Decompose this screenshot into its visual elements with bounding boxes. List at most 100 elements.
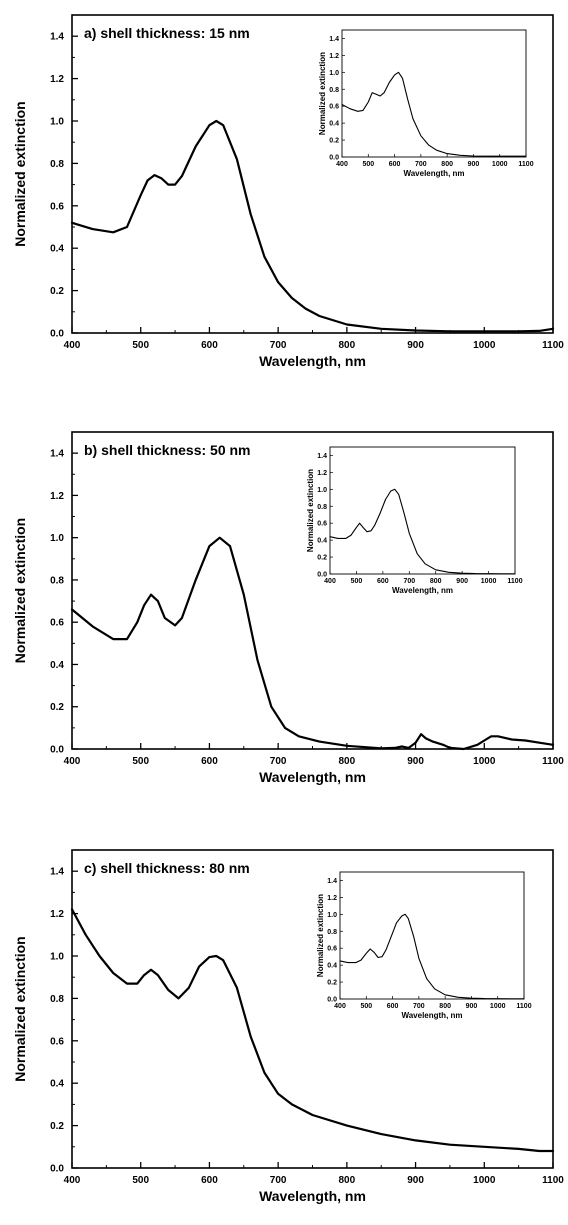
inset-y-tick-label: 0.8 [327, 929, 337, 936]
inset-y-tick-label: 0.4 [329, 121, 339, 128]
inset-y-tick-label: 0.2 [317, 555, 327, 562]
y-tick-label: 0.2 [50, 702, 64, 713]
x-tick-label: 1100 [542, 1175, 564, 1186]
inset-x-tick-label: 400 [334, 1003, 346, 1010]
x-tick-label: 1000 [473, 1175, 496, 1186]
inset-y-tick-label: 0.4 [327, 963, 337, 970]
inset-x-tick-label: 800 [430, 578, 442, 585]
y-tick-label: 1.4 [50, 867, 64, 878]
x-tick-label: 400 [64, 340, 81, 351]
inset-y-tick-label: 0.6 [329, 104, 339, 111]
inset-y-tick-label: 0.8 [329, 87, 339, 94]
inset-y-tick-label: 0.6 [327, 946, 337, 953]
x-tick-label: 900 [407, 340, 424, 351]
inset-y-tick-label: 1.2 [317, 470, 327, 477]
x-tick-label: 800 [339, 340, 356, 351]
inset-x-axis-label: Wavelength, nm [403, 169, 464, 178]
x-tick-label: 1000 [473, 756, 496, 767]
y-tick-label: 0.6 [50, 618, 64, 629]
x-tick-label: 600 [201, 756, 218, 767]
inset-x-tick-label: 800 [441, 161, 453, 168]
inset-chart: 400 500 600 700 800 900 1000 1100 0.0 0.2 0.4 0.6 0.… [306, 446, 523, 595]
inset-x-tick-label: 500 [362, 161, 374, 168]
y-tick-label: 0.2 [50, 1121, 64, 1132]
inset-y-tick-label: 1.0 [329, 70, 339, 77]
inset-x-axis-label: Wavelength, nm [392, 586, 453, 595]
y-tick-label: 1.2 [50, 74, 64, 85]
x-tick-label: 900 [407, 1175, 424, 1186]
y-tick-label: 0.0 [50, 745, 64, 756]
x-tick-label: 400 [64, 756, 81, 767]
inset-spectrum-line [329, 488, 516, 575]
inset-spectrum-line [341, 71, 527, 157]
y-tick-label: 1.4 [50, 32, 64, 43]
y-tick-label: 0.4 [50, 244, 64, 255]
inset-x-axis-label: Wavelength, nm [401, 1011, 462, 1020]
inset-y-axis-label: Normalized extinction [316, 894, 325, 977]
x-tick-label: 500 [132, 1175, 149, 1186]
x-axis-label: Wavelength, nm [259, 1188, 366, 1204]
y-tick-label: 0.0 [50, 329, 64, 340]
spectrum-line [70, 119, 555, 333]
x-tick-label: 900 [407, 756, 424, 767]
y-tick-label: 0.8 [50, 575, 64, 586]
x-tick-label: 600 [201, 340, 218, 351]
inset-y-tick-label: 0.0 [329, 155, 339, 162]
inset-y-tick-label: 1.4 [317, 453, 327, 460]
inset-y-tick-label: 1.2 [329, 53, 339, 60]
inset-x-tick-label: 600 [387, 1003, 399, 1010]
y-tick-label: 0.8 [50, 994, 64, 1005]
inset-x-tick-label: 600 [377, 578, 389, 585]
x-tick-label: 400 [64, 1175, 81, 1186]
inset-y-tick-label: 1.2 [327, 895, 337, 902]
y-tick-label: 1.4 [50, 449, 64, 460]
y-tick-label: 0.4 [50, 660, 64, 671]
inset-x-tick-label: 700 [403, 578, 415, 585]
inset-y-axis-label: Normalized extinction [306, 469, 315, 552]
spectrum-line [70, 536, 555, 751]
y-axis-label: Normalized extinction [12, 518, 28, 663]
x-tick-label: 700 [270, 1175, 287, 1186]
x-tick-label: 1100 [542, 756, 564, 767]
inset-x-tick-label: 900 [466, 1003, 478, 1010]
y-tick-label: 0.6 [50, 1036, 64, 1047]
panel-title: c) shell thickness: 80 nm [84, 860, 250, 876]
inset-x-tick-label: 700 [415, 161, 427, 168]
inset-y-tick-label: 0.6 [317, 521, 327, 528]
inset-x-tick-label: 700 [413, 1003, 425, 1010]
y-axis-label: Normalized extinction [12, 101, 28, 246]
x-axis-label: Wavelength, nm [259, 353, 366, 369]
inset-plot-frame [339, 871, 525, 1000]
panel-title: b) shell thickness: 50 nm [84, 442, 251, 458]
x-tick-label: 500 [132, 340, 149, 351]
inset-x-tick-label: 600 [389, 161, 401, 168]
inset-x-tick-label: 500 [360, 1003, 372, 1010]
inset-x-tick-label: 400 [336, 161, 348, 168]
inset-y-tick-label: 0.0 [327, 997, 337, 1004]
inset-y-tick-label: 0.2 [327, 980, 337, 987]
y-tick-label: 1.0 [50, 952, 64, 963]
inset-x-tick-label: 400 [324, 578, 336, 585]
inset-plot-frame [329, 446, 516, 575]
inset-x-tick-label: 1100 [516, 1003, 531, 1010]
x-tick-label: 1100 [542, 340, 564, 351]
inset-y-tick-label: 0.4 [317, 538, 327, 545]
y-tick-label: 0.2 [50, 286, 64, 297]
inset-spectrum-line [339, 913, 525, 1000]
inset-chart: 400 500 600 700 800 900 1000 1100 0.0 0.2 0.4 0.6 0.… [316, 871, 532, 1020]
inset-x-tick-label: 1100 [518, 161, 533, 168]
y-tick-label: 1.0 [50, 533, 64, 544]
y-tick-label: 0.6 [50, 201, 64, 212]
x-tick-label: 500 [132, 756, 149, 767]
inset-x-tick-label: 500 [351, 578, 363, 585]
y-tick-label: 1.2 [50, 909, 64, 920]
spectrum-line [70, 908, 555, 1153]
y-tick-label: 1.2 [50, 491, 64, 502]
inset-x-tick-label: 900 [468, 161, 480, 168]
panel-a: 400 500 600 700 800 900 1000 1100 0.0 0.2 0.4 0.6 0.… [12, 14, 564, 369]
inset-plot-frame [341, 29, 527, 158]
x-tick-label: 800 [339, 1175, 356, 1186]
inset-x-tick-label: 1100 [507, 578, 522, 585]
y-tick-label: 1.0 [50, 117, 64, 128]
